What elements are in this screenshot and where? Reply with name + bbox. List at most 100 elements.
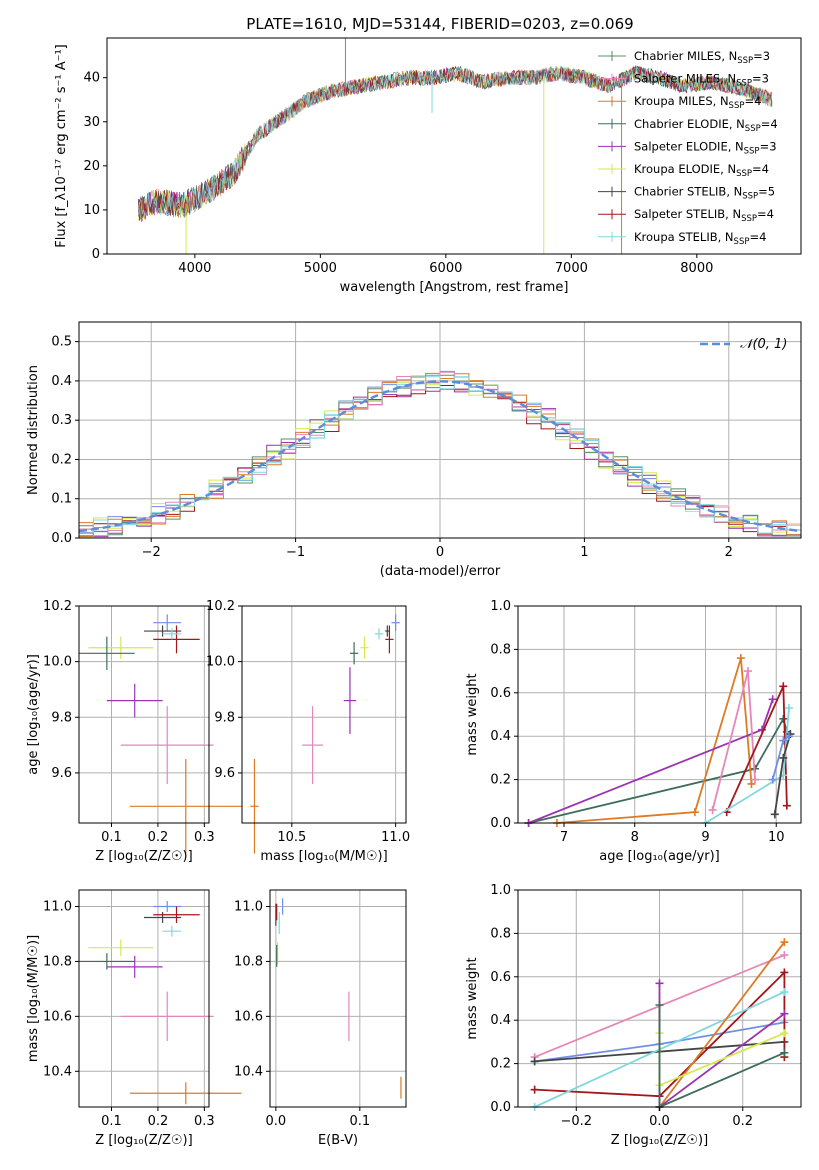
y-tick-label: 20 [83, 159, 100, 174]
x-axis-label: E(B-V) [318, 1133, 358, 1148]
plot-area-age_vs_z [79, 614, 242, 854]
x-tick-label: 0.1 [101, 1114, 122, 1129]
y-tick-label: 0.4 [51, 374, 72, 389]
y-axis-label: age [log₁₀(age/yr)] [26, 654, 41, 775]
spectrum-series-kroupa_stelib [138, 65, 773, 216]
plot-area-age_vs_mass [250, 614, 400, 854]
series-point-salpeter_miles [743, 667, 752, 676]
y-tick-label: 9.6 [214, 766, 235, 781]
y-tick-label: 0.0 [490, 816, 511, 831]
series-point-kroupa_miles [690, 808, 699, 817]
series-line-kroupa_miles [658, 941, 786, 1108]
y-tick-label: 0.6 [490, 970, 511, 985]
spectrum-legend: Chabrier MILES, NSSP=3 Salpeter MILES, NS… [598, 49, 778, 247]
legend-entry: Chabrier ELODIE, NSSP=4 [634, 117, 778, 134]
x-tick-label: −1 [286, 545, 305, 560]
y-tick-label: 10.8 [43, 954, 72, 969]
y-tick-label: 10.6 [43, 1009, 72, 1024]
series-point-salpeter_stelib [779, 682, 788, 691]
x-tick-label: 0.1 [101, 830, 122, 845]
x-axis-label: age [log₁₀(age/yr)] [599, 849, 720, 864]
axes-residuals: −2 −1 0 1 2 0.0 0.1 0.2 0.3 0.4 0.5 (data-model)/er… [26, 321, 802, 579]
legend-entry: 𝒩(0, 1) [740, 337, 787, 352]
histogram-kroupa_stelib [79, 376, 801, 534]
series-point-salpeter_elodie [655, 979, 664, 988]
series-point-chabrier_elodie [780, 1048, 789, 1057]
x-tick-label: 0.2 [148, 830, 169, 845]
y-tick-label: 9.6 [51, 766, 72, 781]
y-axis-label: Normed distribution [26, 365, 41, 495]
x-tick-label: 0 [436, 545, 444, 560]
series-point-salpeter_elodie [768, 695, 777, 704]
y-tick-label: 0.2 [490, 773, 511, 788]
x-tick-label: 0.3 [194, 1114, 215, 1129]
plot-area-mass_vs_z [79, 900, 242, 1105]
x-tick-label: 5000 [304, 261, 337, 276]
axes-mass_vs_z: 0.1 0.2 0.3 10.4 10.6 10.8 11.0 Z [log₁₀(Z/Z☉)]… [26, 889, 242, 1148]
y-tick-label: 0.1 [51, 492, 72, 507]
series-point-kroupa_stelib [780, 987, 789, 996]
plot-area-spectrum [138, 38, 773, 254]
y-axis-label: Flux [f_λ10⁻¹⁷ erg cm⁻² s⁻¹ A⁻¹] [54, 44, 69, 248]
y-tick-label: 40 [83, 71, 100, 86]
y-tick-label: 10.0 [43, 655, 72, 670]
x-axis-label: Z [log₁₀(Z/Z☉)] [611, 1133, 708, 1148]
y-axis-label: mass [log₁₀(M/M☉)] [26, 935, 41, 1062]
series-line-salpeter_elodie [658, 983, 785, 1109]
legend-entry: Salpeter STELIB, NSSP=4 [634, 207, 774, 224]
axes-frame [517, 889, 802, 1108]
legend-entry: Chabrier MILES, NSSP=3 [634, 49, 770, 66]
series-point-chabrier_elodie [655, 1001, 664, 1010]
series-point-salpeter_elodie [780, 1009, 789, 1018]
x-axis-label: Z [log₁₀(Z/Z☉)] [95, 1133, 192, 1148]
series-line-kroupa_miles [556, 657, 753, 824]
figure-title: PLATE=1610, MJD=53144, FIBERID=0203, z=0… [246, 15, 633, 33]
y-tick-label: 11.0 [43, 899, 72, 914]
x-tick-label: 0.3 [194, 830, 215, 845]
y-tick-label: 0.8 [490, 642, 511, 657]
series-point-kroupa_miles [747, 779, 756, 788]
plot-area-residuals [79, 370, 801, 538]
x-tick-label: 1 [580, 545, 588, 560]
y-tick-label: 1.0 [490, 599, 511, 614]
axes-frame [78, 321, 802, 539]
x-tick-label: 10 [768, 830, 785, 845]
y-tick-label: 0.0 [490, 1100, 511, 1115]
x-tick-label: 7000 [555, 261, 588, 276]
x-tick-label: 2 [725, 545, 733, 560]
y-tick-label: 10.0 [206, 655, 235, 670]
x-tick-label: 9 [701, 830, 709, 845]
axes-frame [517, 605, 802, 824]
series-point-salpeter_miles [751, 775, 760, 784]
legend-entry: Kroupa MILES, NSSP=4 [634, 94, 761, 111]
series-point-chabrier_stelib [530, 1057, 539, 1066]
series-point-histo_blue [768, 775, 777, 784]
series-point-kroupa_elodie [780, 1029, 789, 1038]
y-tick-label: 10.4 [43, 1064, 72, 1079]
axes-frame [241, 605, 407, 824]
series-point-salpeter_miles [708, 805, 717, 814]
y-tick-label: 30 [83, 115, 100, 130]
y-tick-label: 11.0 [234, 899, 263, 914]
axes-mass_vs_ebv: 0.0 0.1 10.4 10.6 10.8 11.0 E(B-V) [234, 889, 407, 1148]
axes-age_vs_z: 0.1 0.2 0.3 9.6 9.8 10.0 10.2 Z [log₁₀(Z/Z☉)] ag… [26, 599, 242, 864]
legend-entry: Salpeter MILES, NSSP=3 [634, 72, 769, 89]
x-tick-label: 8000 [680, 261, 713, 276]
series-point-salpeter_stelib [530, 1085, 539, 1094]
y-tick-label: 0.2 [51, 452, 72, 467]
series-point-salpeter_miles [780, 951, 789, 960]
x-axis-label: (data-model)/error [380, 564, 501, 579]
x-axis-label: mass [log₁₀(M/M☉)] [260, 849, 387, 864]
x-axis-label: Z [log₁₀(Z/Z☉)] [95, 849, 192, 864]
x-tick-label: 0.0 [266, 1114, 287, 1129]
x-tick-label: 4000 [178, 261, 211, 276]
x-tick-label: 0.2 [148, 1114, 169, 1129]
y-tick-label: 9.8 [214, 710, 235, 725]
y-tick-label: 0.4 [490, 1013, 511, 1028]
x-tick-label: 10.5 [277, 830, 306, 845]
y-tick-label: 10.8 [234, 954, 263, 969]
axes-frame [106, 37, 802, 255]
series-point-kroupa_miles [780, 938, 789, 947]
y-tick-label: 9.8 [51, 710, 72, 725]
